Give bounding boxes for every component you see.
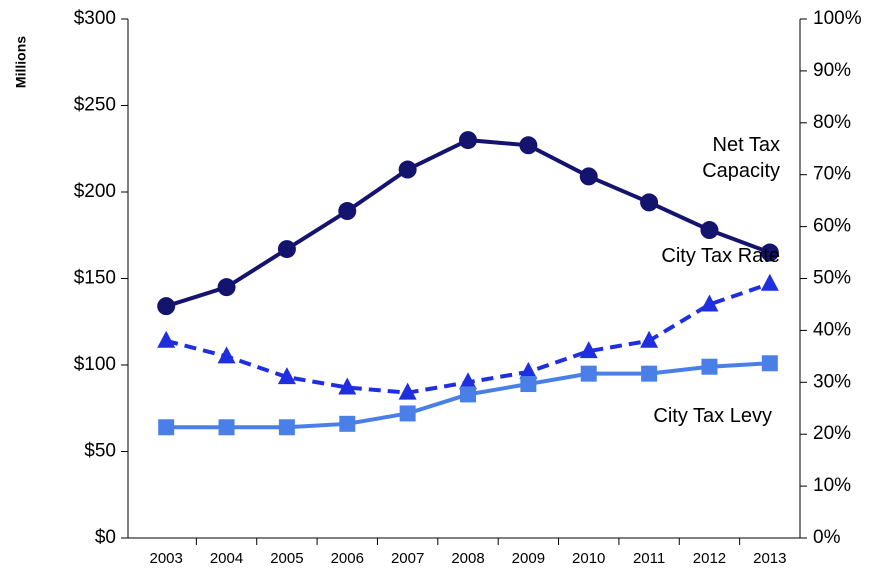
point [338, 202, 357, 221]
y-tick-label: $200 [74, 181, 116, 202]
point [761, 355, 778, 372]
point [398, 160, 417, 179]
y2-tick-label: 0% [813, 527, 841, 548]
point [640, 193, 659, 212]
y-axis-label: Millions [13, 36, 29, 88]
point [459, 372, 477, 390]
x-tick-label: 2011 [633, 550, 665, 567]
series-label: City Tax Rate [661, 245, 780, 267]
point [277, 367, 296, 385]
point [760, 273, 779, 291]
point [580, 365, 597, 382]
point [218, 419, 235, 436]
x-tick-label: 2004 [210, 550, 243, 567]
y-tick-label: $250 [74, 95, 116, 116]
point [641, 365, 658, 382]
point [339, 415, 356, 432]
y2-tick-label: 20% [813, 423, 851, 444]
x-tick-label: 2010 [572, 550, 605, 567]
y2-tick-label: 100% [813, 8, 862, 29]
point [217, 346, 236, 364]
point [278, 419, 295, 436]
x-tick-label: 2008 [451, 550, 484, 567]
point [157, 297, 176, 316]
point [399, 405, 416, 422]
y2-tick-label: 90% [813, 60, 851, 81]
y-tick-label: $150 [74, 268, 116, 289]
point [640, 330, 659, 348]
x-tick-label: 2009 [512, 550, 545, 567]
point [338, 377, 357, 395]
y2-tick-label: 10% [813, 475, 851, 496]
point [460, 386, 476, 403]
x-tick-label: 2012 [693, 550, 726, 567]
y-tick-label: $100 [74, 354, 116, 375]
y2-tick-label: 70% [813, 164, 851, 185]
point [701, 358, 718, 375]
series-label: City Tax Levy [653, 405, 772, 427]
point [217, 278, 236, 297]
point [398, 382, 417, 400]
y2-tick-label: 60% [813, 216, 851, 237]
point [158, 419, 175, 436]
point [277, 240, 296, 259]
y2-tick-label: 80% [813, 112, 851, 133]
y-tick-label: $50 [84, 441, 116, 462]
y2-tick-label: 40% [813, 319, 851, 340]
point [579, 341, 598, 359]
point [519, 361, 538, 379]
point [760, 243, 779, 262]
x-tick-label: 2013 [753, 550, 786, 567]
point [519, 136, 538, 155]
point [520, 376, 537, 393]
y-tick-label: $0 [95, 527, 116, 548]
point [157, 330, 176, 348]
x-tick-label: 2006 [331, 550, 364, 567]
x-tick-label: 2003 [149, 550, 182, 567]
point [459, 131, 477, 150]
point [700, 221, 719, 240]
series-label: Net Tax Capacity [702, 134, 780, 182]
x-tick-label: 2007 [391, 550, 424, 567]
x-tick-label: 2005 [270, 550, 303, 567]
y2-tick-label: 50% [813, 268, 851, 289]
y2-tick-label: 30% [813, 371, 851, 392]
point [579, 167, 598, 186]
y-tick-label: $300 [74, 8, 116, 29]
point [700, 294, 719, 312]
